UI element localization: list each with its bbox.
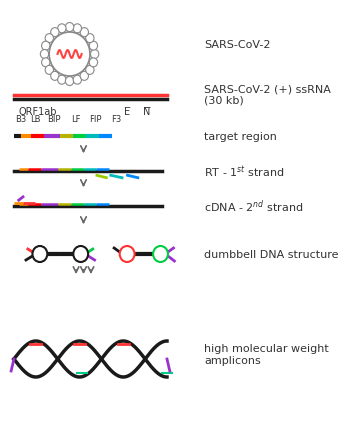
Text: target region: target region: [204, 132, 277, 141]
Circle shape: [90, 50, 99, 60]
Circle shape: [66, 24, 74, 32]
Circle shape: [80, 72, 89, 81]
Text: N̅: N̅: [143, 107, 150, 117]
Circle shape: [58, 76, 66, 85]
Circle shape: [42, 42, 50, 51]
Text: ORF1ab: ORF1ab: [19, 107, 57, 117]
Circle shape: [58, 25, 66, 34]
Text: cDNA - 2$^{nd}$ strand: cDNA - 2$^{nd}$ strand: [204, 198, 303, 215]
Text: high molecular weight
amplicons: high molecular weight amplicons: [204, 343, 329, 365]
Circle shape: [40, 50, 49, 60]
Circle shape: [49, 33, 90, 77]
Circle shape: [73, 247, 88, 262]
Text: RT - 1$^{st}$ strand: RT - 1$^{st}$ strand: [204, 164, 284, 180]
Circle shape: [45, 66, 54, 75]
Circle shape: [73, 76, 81, 85]
Text: E̅: E̅: [124, 107, 130, 117]
Text: BIP: BIP: [47, 115, 60, 124]
Circle shape: [73, 25, 81, 34]
Circle shape: [89, 59, 98, 68]
Text: B3: B3: [15, 115, 26, 124]
Text: LF: LF: [71, 115, 81, 124]
Text: F3: F3: [111, 115, 121, 124]
Circle shape: [42, 59, 50, 68]
Circle shape: [86, 66, 94, 75]
Text: dumbbell DNA structure: dumbbell DNA structure: [204, 249, 339, 259]
Text: FIP: FIP: [89, 115, 102, 124]
Circle shape: [45, 35, 54, 43]
Circle shape: [153, 247, 168, 262]
Text: SARS-CoV-2: SARS-CoV-2: [204, 40, 271, 50]
Circle shape: [66, 78, 74, 86]
Text: LB: LB: [30, 115, 41, 124]
Circle shape: [120, 247, 135, 262]
Circle shape: [51, 28, 59, 38]
Circle shape: [86, 35, 94, 43]
Circle shape: [32, 247, 47, 262]
Circle shape: [89, 42, 98, 51]
Circle shape: [51, 72, 59, 81]
Text: SARS-CoV-2 (+) ssRNA
(30 kb): SARS-CoV-2 (+) ssRNA (30 kb): [204, 84, 331, 106]
Circle shape: [80, 28, 89, 38]
